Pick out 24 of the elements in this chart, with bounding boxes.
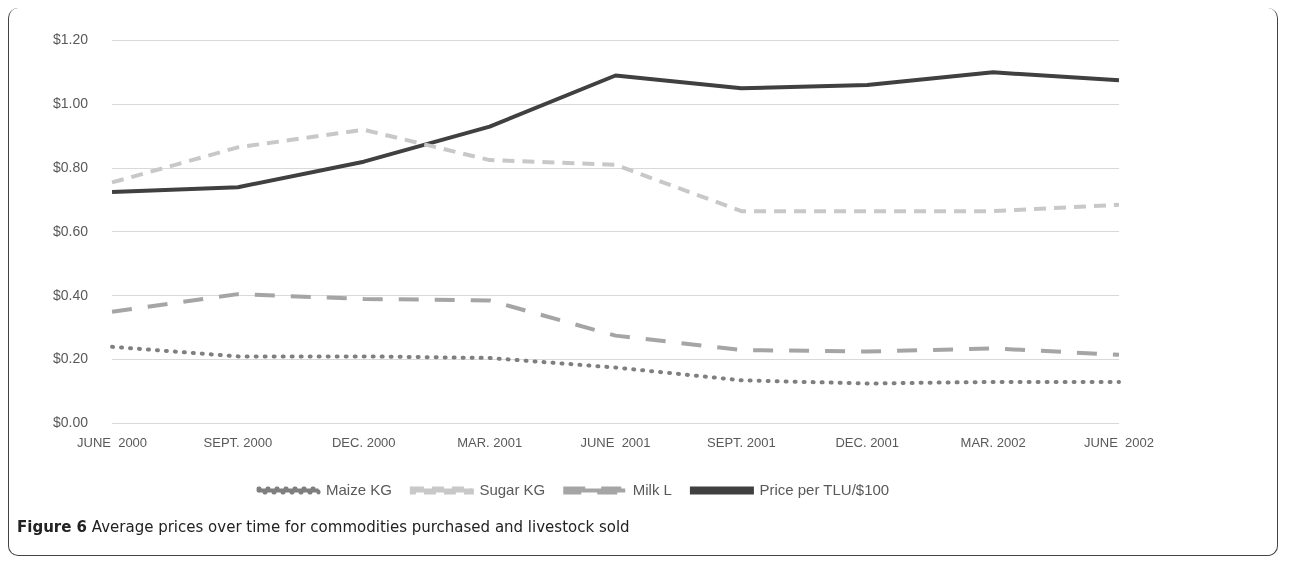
x-tick-label: JUNE 2000: [76, 434, 148, 450]
x-tick-label: SEPT. 2000: [203, 434, 273, 450]
x-tick-label: JUNE 2001: [580, 434, 651, 450]
y-tick-label: $1.00: [52, 95, 89, 112]
y-tick-label: $0.40: [52, 286, 89, 303]
line-series: [110, 292, 1121, 357]
line-series: [110, 127, 1121, 214]
x-tick-label: MAR. 2002: [960, 434, 1026, 450]
caption: Figure 6 Average prices over time for commodities purchased and livestock sold: [17, 518, 630, 536]
legend-label: Price per TLU/$100: [759, 480, 890, 498]
legend-label: Maize KG: [326, 480, 392, 498]
legend-label: Milk L: [632, 480, 672, 498]
y-tick-label: $0.20: [52, 350, 89, 367]
x-tick-label: DEC. 2001: [835, 434, 900, 450]
y-tick-label: $0.60: [52, 222, 89, 239]
x-tick-label: DEC. 2000: [331, 434, 396, 450]
y-tick-label: $1.20: [52, 31, 89, 48]
y-tick-label: $0.00: [52, 414, 89, 431]
legend-label: Sugar KG: [479, 480, 546, 498]
x-tick-label: SEPT. 2001: [707, 434, 776, 450]
x-tick-label: JUNE 2002: [1083, 434, 1155, 450]
y-tick-label: $0.80: [52, 158, 89, 175]
x-tick-label: MAR. 2001: [457, 434, 523, 450]
line-series: [110, 344, 1121, 386]
